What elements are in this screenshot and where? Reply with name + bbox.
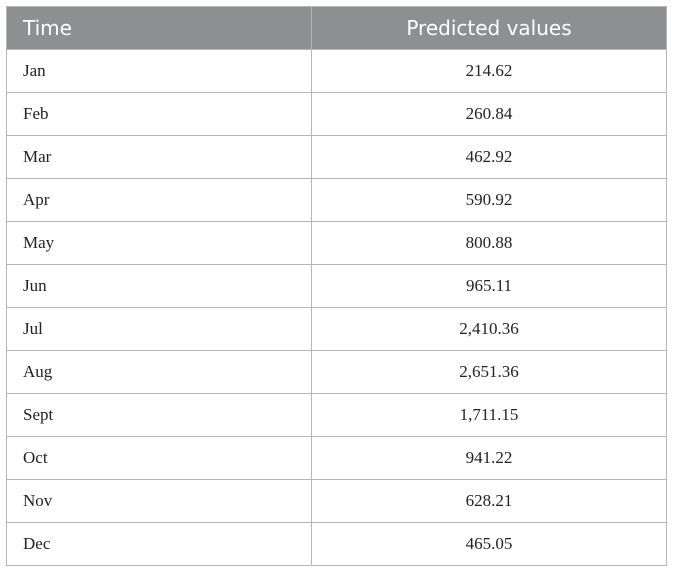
table-row: Jun 965.11 (6, 264, 667, 308)
data-table: Time Predicted values Jan 214.62 Feb 260.84… (6, 6, 667, 566)
month-cell: Jan (6, 49, 312, 93)
table-row: Jan 214.62 (6, 49, 667, 93)
month-cell: May (6, 221, 312, 265)
table-row: Nov 628.21 (6, 479, 667, 523)
table-row: Feb 260.84 (6, 92, 667, 136)
month-cell: Apr (6, 178, 312, 222)
table-body: Jan 214.62 Feb 260.84 Mar 462.92 Apr 590.92 May 8… (6, 49, 667, 566)
table-row: Jul 2,410.36 (6, 307, 667, 351)
table-row: Aug 2,651.36 (6, 350, 667, 394)
table-row: Mar 462.92 (6, 135, 667, 179)
table-header: Time Predicted values (6, 6, 667, 50)
value-cell: 2,410.36 (311, 307, 667, 351)
value-cell: 465.05 (311, 522, 667, 566)
value-cell: 800.88 (311, 221, 667, 265)
table-row: Sept 1,711.15 (6, 393, 667, 437)
month-cell: Aug (6, 350, 312, 394)
month-cell: Jun (6, 264, 312, 308)
table-row: Apr 590.92 (6, 178, 667, 222)
month-cell: Sept (6, 393, 312, 437)
value-cell: 2,651.36 (311, 350, 667, 394)
header-cell: Time (6, 6, 312, 50)
value-cell: 590.92 (311, 178, 667, 222)
value-cell: 965.11 (311, 264, 667, 308)
header-cell: Predicted values (311, 6, 667, 50)
month-cell: Nov (6, 479, 312, 523)
value-cell: 628.21 (311, 479, 667, 523)
month-cell: Jul (6, 307, 312, 351)
value-cell: 1,711.15 (311, 393, 667, 437)
table-row: May 800.88 (6, 221, 667, 265)
month-cell: Oct (6, 436, 312, 480)
header-row: Time Predicted values (6, 6, 667, 50)
month-cell: Mar (6, 135, 312, 179)
value-cell: 260.84 (311, 92, 667, 136)
month-cell: Dec (6, 522, 312, 566)
table-row: Dec 465.05 (6, 522, 667, 566)
table-row: Oct 941.22 (6, 436, 667, 480)
value-cell: 941.22 (311, 436, 667, 480)
month-cell: Feb (6, 92, 312, 136)
value-cell: 462.92 (311, 135, 667, 179)
value-cell: 214.62 (311, 49, 667, 93)
